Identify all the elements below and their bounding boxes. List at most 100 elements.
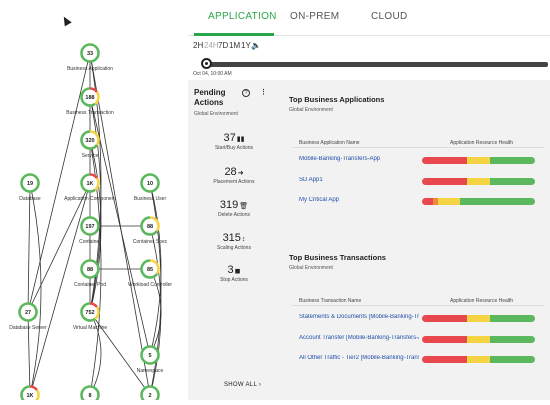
graph-node-label: Container Spec bbox=[133, 239, 168, 245]
graph-node-ct[interactable]: 197 Container bbox=[79, 216, 101, 246]
speaker-icon[interactable]: 🔈 bbox=[251, 41, 261, 50]
graph-node-count: 27 bbox=[25, 310, 31, 316]
graph-node-ns[interactable]: 5 Namespace bbox=[137, 345, 164, 375]
table-row-link[interactable]: Mobile-Banking-Transfers-App bbox=[299, 156, 381, 162]
pending-actions-widget: Pending Actions Global Environment ? ⋮ 3… bbox=[194, 88, 274, 400]
table-row-link[interactable]: All Other Traffic - Tier2 [Mobile-Bankin… bbox=[299, 355, 419, 361]
timeline-slider-track[interactable] bbox=[206, 62, 548, 67]
graph-node-count: 19 bbox=[27, 181, 33, 187]
graph-edge bbox=[29, 182, 42, 396]
health-segment-red bbox=[422, 356, 468, 363]
trash-icon: 🗑 bbox=[239, 203, 249, 210]
graph-node-bt[interactable]: 188 Business Transaction bbox=[66, 87, 114, 117]
graph-edge bbox=[29, 182, 91, 396]
graph-node-b3[interactable]: 2 bbox=[140, 385, 160, 405]
health-segment-green bbox=[489, 177, 535, 185]
stop-icon: ◼ bbox=[234, 268, 241, 275]
graph-node-cs[interactable]: 88 Container Spec bbox=[133, 216, 168, 246]
health-segment-red bbox=[422, 157, 468, 164]
graph-node-b1[interactable]: 1K bbox=[20, 385, 40, 405]
graph-node-wc[interactable]: 85 Workload Controller bbox=[128, 259, 172, 289]
top-apps-subtitle: Global Environment bbox=[289, 107, 333, 113]
time-range-7d[interactable]: 7D bbox=[218, 41, 229, 50]
top-apps-col-health: Application Resource Health bbox=[450, 140, 514, 146]
kebab-menu-icon[interactable]: ⋮ bbox=[259, 89, 267, 96]
pending-actions-title: Pending Actions bbox=[194, 88, 226, 107]
table-row-link[interactable]: SD App1 bbox=[299, 176, 323, 183]
start-buy-label: Start/Buy Actions bbox=[214, 145, 254, 151]
health-bar bbox=[422, 198, 535, 205]
graph-node-db[interactable]: 19 Database bbox=[19, 173, 41, 203]
graph-node-label: Namespace bbox=[137, 368, 164, 374]
graph-node-count: 2 bbox=[148, 393, 151, 399]
top-navigation: APPLICATION ON-PREM CLOUD bbox=[188, 0, 550, 36]
graph-node-label: Service bbox=[82, 153, 99, 159]
health-segment-red bbox=[422, 198, 434, 205]
top-apps-title: Top Business Applications bbox=[289, 95, 385, 104]
timeline-slider-knob[interactable] bbox=[201, 58, 212, 69]
start-buy-actions[interactable]: 37▮▮ Start/Buy Actions bbox=[194, 132, 274, 151]
graph-node-bu[interactable]: 10 Business User bbox=[134, 173, 167, 203]
graph-node-label: Container bbox=[79, 239, 101, 245]
graph-node-label: Database Server bbox=[9, 325, 47, 331]
graph-node-label: Business Application bbox=[67, 66, 113, 72]
time-range-1m[interactable]: 1M bbox=[229, 41, 241, 50]
health-segment-green bbox=[489, 315, 535, 322]
delete-count: 319 bbox=[219, 199, 239, 211]
health-bar bbox=[422, 157, 535, 164]
stop-actions[interactable]: 3◼ Stop Actions bbox=[194, 264, 274, 283]
table-row-link[interactable]: Account Transfer [Mobile-Banking-Transfe… bbox=[299, 334, 419, 341]
question-circle-icon[interactable]: ? bbox=[242, 89, 250, 97]
health-segment-yellow bbox=[467, 177, 490, 185]
timeline-bar: 2H 24H 7D 1M 1Y 🔈 Oct 04, 10:00 AM bbox=[188, 36, 550, 80]
delete-label: Delete Actions bbox=[218, 212, 250, 218]
graph-node-cp[interactable]: 88 Container Pod bbox=[74, 259, 106, 289]
time-range-2h[interactable]: 2H bbox=[193, 41, 204, 50]
graph-node-dbs[interactable]: 27 Database Server bbox=[9, 302, 47, 332]
graph-node-count: 88 bbox=[87, 267, 93, 273]
graph-edge bbox=[27, 182, 91, 313]
graph-node-ba[interactable]: 33 Business Application bbox=[67, 43, 113, 73]
health-segment-red bbox=[422, 177, 468, 185]
graph-node-label: Workload Controller bbox=[128, 282, 172, 288]
health-bar bbox=[422, 177, 535, 185]
graph-node-ac[interactable]: 1K Application Component bbox=[64, 173, 116, 203]
arrow-right-icon: ➜ bbox=[237, 170, 244, 177]
tab-on-prem[interactable]: ON-PREM bbox=[290, 11, 340, 22]
graph-node-count: 5 bbox=[148, 353, 151, 359]
top-transactions-col-name: Business Transaction Name bbox=[299, 298, 362, 304]
delete-actions[interactable]: 319🗑 Delete Actions bbox=[194, 199, 274, 218]
graph-node-svc[interactable]: 320 Service bbox=[80, 130, 100, 160]
health-segment-yellow bbox=[467, 335, 490, 343]
graph-edge bbox=[89, 96, 102, 313]
graph-node-count: 320 bbox=[85, 138, 94, 144]
graph-node-count: 188 bbox=[85, 95, 94, 101]
placement-actions[interactable]: 28➜ Placement Actions bbox=[194, 166, 274, 185]
time-range-24h[interactable]: 24H bbox=[204, 41, 219, 50]
show-all-label: SHOW ALL bbox=[224, 382, 257, 388]
scaling-count: 315 bbox=[222, 232, 241, 244]
table-row-link[interactable]: My Critical App bbox=[299, 197, 340, 203]
top-transactions-title: Top Business Transactions bbox=[289, 253, 386, 262]
top-apps-col-name: Business Application Name bbox=[299, 140, 360, 146]
table-row-link[interactable]: Statements & Documents [Mobile-Banking-T… bbox=[299, 314, 419, 320]
graph-node-count: 33 bbox=[87, 51, 93, 57]
main-panel: APPLICATION ON-PREM CLOUD 2H 24H 7D 1M 1… bbox=[188, 0, 550, 400]
health-bar bbox=[422, 335, 535, 343]
time-range-1y[interactable]: 1Y bbox=[241, 41, 251, 50]
scaling-actions[interactable]: 315↕ Scaling Actions bbox=[194, 232, 274, 251]
pending-actions-toolbar: ? ⋮ bbox=[242, 88, 267, 97]
graph-node-count: 88 bbox=[147, 224, 153, 230]
placement-label: Placement Actions bbox=[213, 179, 255, 185]
placement-count: 28 bbox=[224, 166, 237, 178]
tab-application[interactable]: APPLICATION bbox=[208, 11, 277, 22]
health-bar bbox=[422, 315, 535, 322]
top-apps-divider bbox=[292, 147, 544, 148]
timeline-date: Oct 04, 10:00 AM bbox=[193, 71, 232, 77]
tab-cloud[interactable]: CLOUD bbox=[371, 11, 408, 22]
top-transactions-divider bbox=[292, 305, 544, 306]
graph-node-b2[interactable]: 8 bbox=[80, 385, 100, 405]
graph-node-count: 10 bbox=[147, 181, 153, 187]
graph-node-vm[interactable]: 752 Virtual Machine bbox=[73, 302, 108, 332]
show-all-link[interactable]: SHOW ALL › bbox=[224, 382, 261, 388]
